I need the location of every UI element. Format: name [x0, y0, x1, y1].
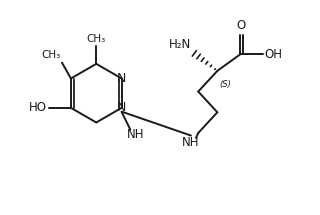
- Text: H₂N: H₂N: [169, 38, 191, 51]
- Text: NH: NH: [181, 136, 199, 149]
- Text: O: O: [237, 19, 246, 32]
- Text: OH: OH: [264, 48, 282, 61]
- Text: CH₃: CH₃: [41, 50, 60, 60]
- Text: N: N: [117, 72, 126, 85]
- Text: (S): (S): [219, 80, 231, 89]
- Text: NH: NH: [127, 128, 145, 141]
- Text: HO: HO: [29, 101, 47, 114]
- Text: N: N: [117, 101, 126, 114]
- Text: CH₃: CH₃: [87, 34, 106, 44]
